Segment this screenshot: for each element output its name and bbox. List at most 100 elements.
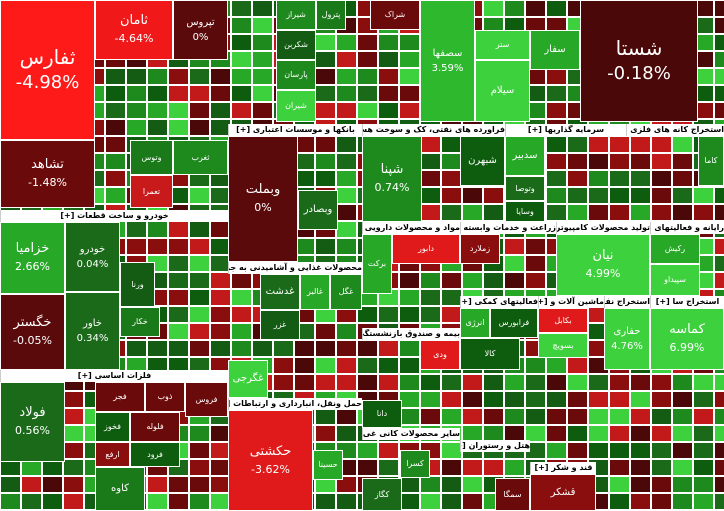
filler-tile (315, 408, 336, 425)
tile-label: خکار (132, 317, 148, 327)
filler-tile (105, 68, 126, 85)
tile-label: پارسان (284, 70, 308, 80)
filler-tile (168, 289, 189, 306)
filler-tile (315, 34, 336, 51)
filler-tile (651, 136, 672, 153)
filler-tile (693, 442, 714, 459)
filler-tile (168, 323, 189, 340)
filler-tile (420, 391, 441, 408)
filler-tile (483, 204, 504, 221)
filler-tile (126, 68, 147, 85)
filler-tile (651, 442, 672, 459)
filler-tile (441, 476, 462, 493)
tile: شپنا 0.74% (362, 136, 422, 222)
filler-tile (588, 136, 609, 153)
filler-tile (525, 255, 546, 272)
tile-label: غگل (338, 287, 354, 297)
filler-tile (210, 340, 231, 357)
filler-tile (567, 374, 588, 391)
tile-change: 3.59% (431, 63, 464, 74)
filler-tile (609, 204, 630, 221)
filler-tile (189, 476, 210, 493)
tile: ثفارس -4.98% (0, 0, 95, 140)
filler-tile (378, 68, 399, 85)
filler-tile (693, 187, 714, 204)
filler-tile (567, 442, 588, 459)
tile: وبصادر (298, 190, 338, 230)
filler-tile (336, 221, 357, 238)
filler-tile (336, 323, 357, 340)
filler-tile (315, 493, 336, 510)
filler-tile (0, 476, 21, 493)
filler-tile (630, 204, 651, 221)
tile-label: ستر (495, 40, 510, 50)
filler-tile (546, 102, 567, 119)
filler-tile (378, 340, 399, 357)
tile: سفار (530, 30, 580, 70)
filler-tile (210, 289, 231, 306)
tile: غزر (260, 310, 300, 340)
sector-title: حمل ونقل، انبارداری و ارتباطات [+] (228, 398, 362, 410)
filler-tile (147, 493, 168, 510)
filler-tile (399, 493, 420, 510)
filler-tile (504, 408, 525, 425)
filler-tile (147, 85, 168, 102)
filler-tile (651, 459, 672, 476)
tile-label: بکابل (554, 315, 572, 325)
filler-tile (567, 204, 588, 221)
filler-tile (714, 34, 724, 51)
filler-tile (420, 187, 441, 204)
tile-change: 4.99% (585, 267, 621, 281)
filler-tile (714, 408, 724, 425)
filler-tile (693, 408, 714, 425)
tile: سصفها 3.59% (420, 0, 475, 122)
filler-tile (336, 170, 357, 187)
filler-tile (210, 306, 231, 323)
filler-tile (252, 0, 273, 17)
filler-tile (399, 289, 420, 306)
filler-tile (672, 408, 693, 425)
filler-tile (441, 442, 462, 459)
filler-tile (609, 493, 630, 510)
tile-label: ورنا (131, 279, 144, 289)
filler-tile (168, 238, 189, 255)
filler-tile (168, 476, 189, 493)
sector-title: سایر محصولات کانی غی [+] (362, 428, 460, 440)
filler-tile (399, 68, 420, 85)
filler-tile (378, 102, 399, 119)
tile: ذوب (145, 382, 185, 412)
tile-label: وبصادر (303, 204, 333, 216)
filler-tile (189, 289, 210, 306)
filler-tile (525, 357, 546, 374)
filler-tile (651, 408, 672, 425)
filler-tile (525, 0, 546, 17)
filler-tile (189, 323, 210, 340)
filler-tile (231, 51, 252, 68)
filler-tile (168, 255, 189, 272)
tile: قشکر (530, 474, 596, 511)
filler-tile (399, 34, 420, 51)
filler-tile (672, 204, 693, 221)
filler-tile (420, 289, 441, 306)
tile-label: تشاهد (31, 157, 64, 173)
filler-tile (672, 442, 693, 459)
tile-change: -3.62% (251, 462, 290, 476)
tile-label: دانا (376, 409, 388, 419)
filler-tile (630, 408, 651, 425)
tile-label: فجر (113, 392, 127, 402)
tile: دابور (392, 234, 460, 264)
filler-tile (714, 187, 724, 204)
filler-tile (588, 187, 609, 204)
filler-tile (315, 323, 336, 340)
filler-tile (714, 459, 724, 476)
filler-tile (231, 306, 252, 323)
filler-tile (357, 85, 378, 102)
filler-tile (378, 34, 399, 51)
filler-tile (189, 85, 210, 102)
tile-label: وتوس (141, 152, 162, 162)
tile: شکربن (276, 30, 316, 60)
tile: کالا (460, 338, 520, 370)
filler-tile (168, 85, 189, 102)
filler-tile (63, 425, 84, 442)
filler-tile (609, 459, 630, 476)
